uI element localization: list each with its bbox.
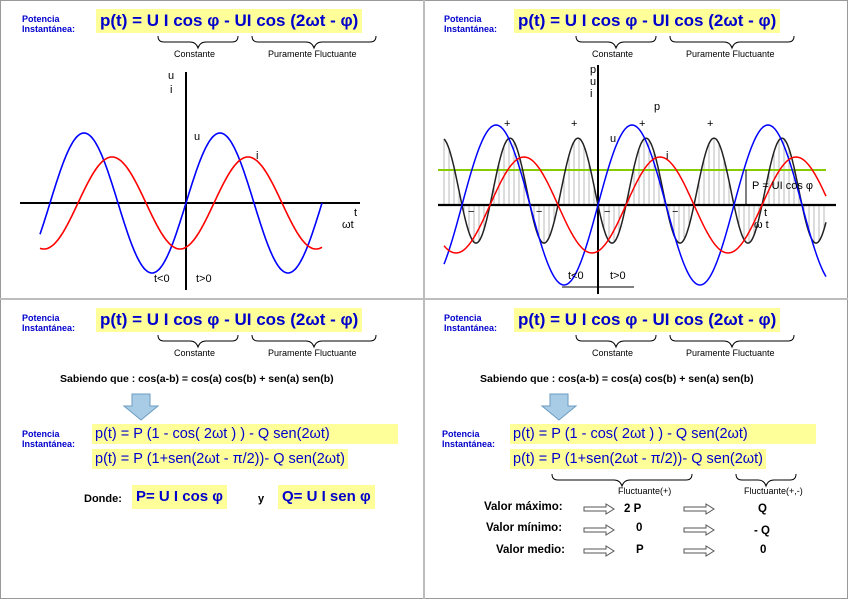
panel-bottom-left: Potencia Instantánea: p(t) = U I cos φ - … (0, 299, 424, 598)
min-p-value: 0 (636, 522, 643, 534)
P-definition: P= U I cos φ (132, 485, 228, 509)
equation-braces (575, 35, 795, 50)
avg-p-value: P (636, 544, 644, 556)
current-curve (39, 156, 323, 250)
current-curve (443, 156, 827, 254)
panel-top-left: Potencia Instantánea: p(t) = U I cos φ - … (0, 0, 424, 299)
right-arrow-icon (583, 503, 615, 515)
right-arrow-icon (583, 524, 615, 536)
max-p-value: 2 P (624, 503, 642, 515)
power-equation: p(t) = U I cos φ - UI cos (2ωt - φ) (514, 308, 781, 332)
plus-sign: + (639, 118, 646, 130)
potencia-label: Potencia Instantánea: (444, 14, 498, 34)
right-arrow-icon (683, 545, 715, 557)
right-arrow-icon (683, 503, 715, 515)
min-label: Valor mínimo: (486, 522, 563, 534)
power-equation: p(t) = U I cos φ - UI cos (2ωt - φ) (514, 9, 781, 33)
equation-braces (122, 334, 377, 421)
t-negative-label: t<0 (154, 273, 170, 285)
expanded-equation-2: p(t) = P (1+sen(2ωt - π/2))- Q sen(2ωt) (510, 449, 766, 469)
power-waveform-chart (438, 65, 836, 294)
plus-sign: + (504, 118, 511, 130)
waveform-chart (20, 72, 360, 290)
avg-label: Valor medio: (496, 544, 566, 556)
right-arrow-icon (583, 545, 615, 557)
expanded-equation-1: p(t) = P (1 - cos( 2ωt ) ) - Q sen(2ωt) (510, 424, 816, 444)
potencia-label: Potencia Instantánea: (22, 313, 76, 333)
Q-definition: Q= U I sen φ (278, 485, 375, 509)
wt-label: ω t (754, 219, 769, 231)
panel-top-right: Potencia Instantánea: p(t) = U I cos φ - … (424, 0, 848, 299)
plus-sign: + (707, 118, 714, 130)
i-axis-label: i (590, 88, 593, 100)
potencia-label: Potencia Instantánea: (444, 313, 498, 333)
constante-label: Constante (174, 49, 216, 59)
t-positive-label: t>0 (196, 273, 212, 285)
fluctuante-label: Puramente Fluctuante (686, 49, 775, 59)
i-curve-label: i (666, 150, 669, 162)
t-negative-label: t<0 (568, 270, 584, 282)
t-positive-label: t>0 (610, 270, 626, 282)
i-curve-label: i (256, 150, 259, 162)
avg-q-value: 0 (760, 544, 767, 556)
constante-label: Constante (174, 348, 216, 358)
constante-label: Constante (592, 49, 634, 59)
max-q-value: Q (758, 503, 767, 515)
minus-sign: − (536, 206, 543, 218)
u-axis-label: u (168, 70, 175, 82)
potencia-label: Potencia Instantánea: (22, 14, 76, 34)
min-q-value: - Q (754, 525, 770, 537)
t-label: t (354, 207, 358, 219)
potencia-label-2: Potencia Instantánea: (22, 429, 76, 449)
fluctuante-plusminus-label: Fluctuante(+,-) (744, 486, 803, 496)
power-equation: p(t) = U I cos φ - UI cos (2ωt - φ) (96, 9, 363, 33)
power-equation: p(t) = U I cos φ - UI cos (2ωt - φ) (96, 308, 363, 332)
fluct-brace-1 (551, 473, 693, 488)
fluctuante-label: Puramente Fluctuante (686, 348, 775, 358)
equation-braces (540, 334, 797, 557)
down-arrow (540, 393, 578, 421)
right-arrow-icon (683, 524, 715, 536)
arrows-group (583, 503, 715, 557)
voltage-curve (39, 132, 323, 274)
fluctuante-label: Puramente Fluctuante (268, 49, 357, 59)
minus-sign: − (468, 206, 475, 218)
y-label: y (258, 493, 265, 505)
panel-bottom-right: Potencia Instantánea: p(t) = U I cos φ - … (424, 299, 848, 598)
identity-text: Sabiendo que : cos(a-b) = cos(a) cos(b) … (480, 373, 754, 385)
minus-sign: − (604, 206, 611, 218)
fluctuante-plus-label: Fluctuante(+) (618, 486, 672, 496)
expanded-equation-2: p(t) = P (1+sen(2ωt - π/2))- Q sen(2ωt) (92, 449, 348, 469)
u-curve-label: u (194, 131, 201, 143)
potencia-label-2: Potencia Instantánea: (442, 429, 496, 449)
fluct-brace-2 (735, 473, 797, 488)
equation-braces (157, 35, 377, 50)
u-axis-label: u (590, 76, 597, 88)
donde-label: Donde: (84, 493, 122, 505)
down-arrow (122, 393, 160, 421)
voltage-curve (443, 124, 827, 286)
i-axis-label: i (170, 84, 173, 96)
horizontal-divider (0, 298, 848, 300)
u-curve-label: u (610, 133, 617, 145)
t-label: t (764, 207, 768, 219)
plus-sign: + (571, 118, 578, 130)
expanded-equation-1: p(t) = P (1 - cos( 2ωt ) ) - Q sen(2ωt) (92, 424, 398, 444)
p-curve-label: p (654, 101, 661, 113)
average-power-label: P = UI cos φ (752, 180, 814, 192)
p-axis-label: p (590, 64, 597, 76)
minus-sign: − (672, 206, 679, 218)
fluctuante-label: Puramente Fluctuante (268, 348, 357, 358)
max-label: Valor máximo: (484, 501, 563, 513)
constante-label: Constante (592, 348, 634, 358)
wt-label: ωt (342, 219, 354, 231)
identity-text: Sabiendo que : cos(a-b) = cos(a) cos(b) … (60, 373, 334, 385)
